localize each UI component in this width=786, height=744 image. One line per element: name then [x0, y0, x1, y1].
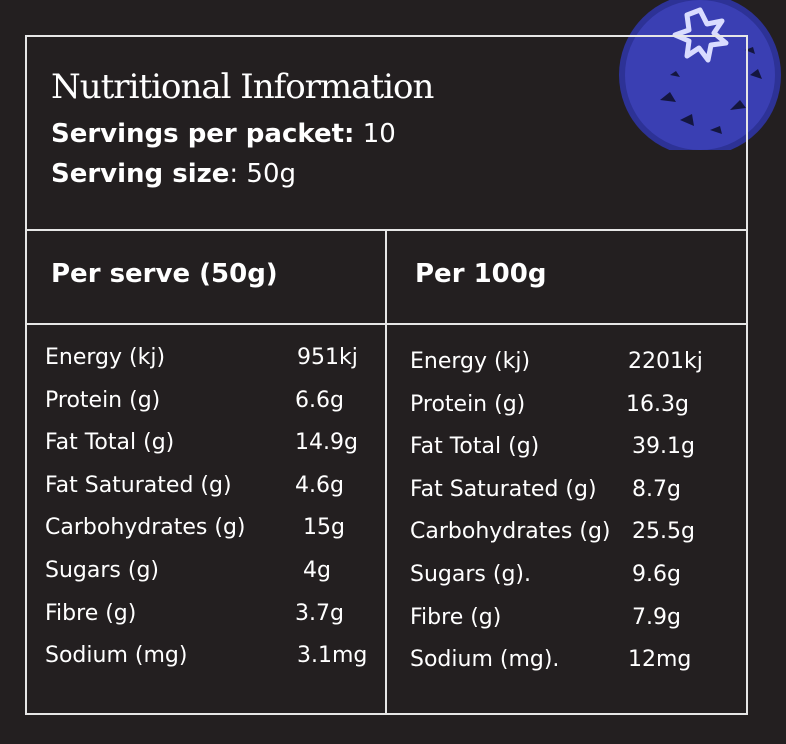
servings-value: 10: [362, 119, 396, 149]
nutrient-value: 15g: [303, 515, 345, 541]
nutrient-label: Sugars (g): [45, 557, 159, 583]
per-100g-heading: Per 100g: [415, 259, 547, 289]
list-item: Sugars (g) 4g: [45, 558, 385, 601]
nutrient-value: 4.6g: [295, 472, 344, 498]
list-item: Fat Saturated (g) 4.6g: [45, 473, 385, 516]
nutrient-value: 9.6g: [632, 561, 681, 587]
nutrient-label: Energy (kj): [45, 345, 166, 370]
divider-column-heads: [27, 323, 746, 325]
nutrient-value: 6.6g: [295, 387, 344, 413]
nutrient-label: Energy (kj): [410, 349, 531, 374]
blueberry-icon: [619, 0, 781, 150]
nutrient-value: 2201kj: [628, 349, 703, 374]
nutrient-label: Fibre (g): [45, 600, 137, 626]
nutrient-value: 16.3g: [626, 391, 689, 417]
list-item: Sodium (mg) 3.1mg: [45, 643, 385, 686]
nutrient-value: 3.7g: [295, 600, 344, 626]
list-item: Fat Saturated (g) 8.7g: [410, 477, 740, 520]
nutrient-label: Protein (g): [410, 391, 526, 417]
nutrient-value: 7.9g: [632, 604, 681, 630]
panel-title: Nutritional Information: [51, 67, 434, 107]
nutrient-value: 25.5g: [632, 519, 695, 545]
nutrient-label: Fat Saturated (g): [45, 472, 232, 498]
nutrient-value: 12mg: [628, 647, 692, 673]
serving-size-value: 50g: [246, 159, 296, 189]
nutrient-label: Sugars (g).: [410, 561, 531, 587]
nutrient-label: Sodium (mg).: [410, 647, 560, 673]
servings-label: Servings per packet: [51, 119, 345, 149]
nutrient-label: Sodium (mg): [45, 643, 188, 669]
column-divider: [385, 230, 387, 713]
list-item: Fat Total (g) 39.1g: [410, 434, 740, 477]
nutrient-value: 14.9g: [295, 430, 358, 456]
nutrient-label: Fat Total (g): [410, 434, 540, 460]
list-item: Fibre (g) 3.7g: [45, 601, 385, 644]
nutrient-label: Carbohydrates (g): [410, 519, 611, 545]
list-item: Energy (kj) 951kj: [45, 345, 385, 388]
nutrient-value: 8.7g: [632, 476, 681, 502]
list-item: Protein (g) 6.6g: [45, 388, 385, 431]
per-serve-heading: Per serve (50g): [51, 259, 278, 289]
serving-size-label: Serving size: [51, 159, 230, 189]
list-item: Sodium (mg). 12mg: [410, 647, 740, 690]
nutrient-label: Fat Total (g): [45, 430, 175, 456]
list-item: Sugars (g). 9.6g: [410, 562, 740, 605]
list-item: Energy (kj) 2201kj: [410, 349, 740, 392]
nutrient-value: 951kj: [297, 345, 358, 370]
list-item: Carbohydrates (g) 25.5g: [410, 519, 740, 562]
nutrient-value: 39.1g: [632, 434, 695, 460]
serving-size: Serving size: 50g: [51, 159, 296, 189]
list-item: Fat Total (g) 14.9g: [45, 430, 385, 473]
nutrient-value: 4g: [303, 557, 331, 583]
nutrition-panel: Nutritional Information Servings per pac…: [25, 35, 748, 715]
list-item: Fibre (g) 7.9g: [410, 605, 740, 648]
per-100g-list: Energy (kj) 2201kj Protein (g) 16.3g Fat T…: [410, 349, 740, 690]
servings-per-packet: Servings per packet: 10: [51, 119, 396, 149]
list-item: Protein (g) 16.3g: [410, 392, 740, 435]
nutrient-label: Fat Saturated (g): [410, 476, 597, 502]
nutrient-label: Carbohydrates (g): [45, 515, 246, 541]
nutrient-label: Fibre (g): [410, 604, 502, 630]
list-item: Carbohydrates (g) 15g: [45, 515, 385, 558]
nutrient-label: Protein (g): [45, 387, 161, 413]
nutrient-value: 3.1mg: [297, 643, 368, 669]
per-serve-list: Energy (kj) 951kj Protein (g) 6.6g Fat Tot…: [45, 345, 385, 686]
